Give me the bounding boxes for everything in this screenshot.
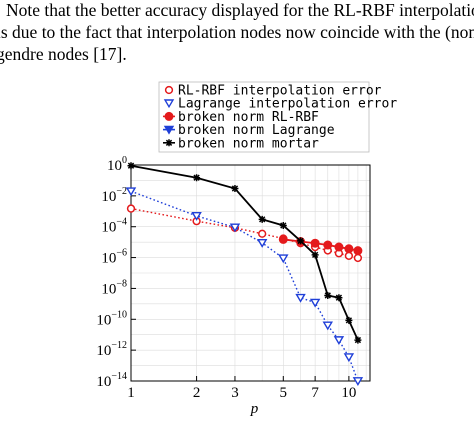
data-point (335, 294, 343, 302)
data-point (345, 316, 353, 324)
legend-symbol (164, 85, 174, 95)
series-2 (278, 234, 363, 256)
data-point (163, 99, 175, 109)
plot-frame (130, 164, 371, 382)
data-point (164, 85, 174, 95)
y-tick-label: 10−12 (96, 340, 127, 359)
data-point (322, 321, 333, 331)
data-point (344, 244, 354, 254)
legend-entry: RL-RBF interpolation error (178, 84, 382, 99)
data-point (278, 234, 288, 244)
data-point (163, 125, 175, 135)
y-tick-label: 10−8 (101, 278, 127, 297)
y-axis: 100 10−2 10−4 10−6 10−8 10−10 10−12 10−14 (96, 155, 136, 390)
series-line (130, 190, 359, 382)
series-1 (125, 187, 364, 386)
data-point (191, 212, 202, 221)
data-point (165, 139, 173, 147)
y-tick-label: 10−4 (101, 217, 127, 236)
legend-entry: broken norm RL-RBF (178, 110, 319, 125)
data-point (126, 204, 136, 213)
legend-symbol (163, 111, 175, 121)
data-point (295, 293, 306, 303)
x-axis: 1 2 3 5 7 10 p (127, 376, 356, 417)
x-tick-label: 5 (280, 385, 288, 401)
data-point (164, 111, 174, 121)
paragraph-line-3: gendre nodes [17]. (0, 44, 127, 64)
data-point (344, 251, 354, 260)
data-point (323, 240, 333, 250)
y-tick-label: 10−14 (96, 371, 127, 390)
y-tick-label: 100 (107, 155, 127, 174)
data-point (324, 291, 332, 299)
data-point (278, 254, 289, 264)
data-point (229, 223, 241, 233)
x-tick-label: 2 (193, 385, 201, 401)
legend-symbol (163, 125, 175, 135)
x-axis-label: p (250, 401, 259, 417)
data-point (310, 238, 320, 248)
y-tick-label: 10−2 (101, 186, 127, 205)
grid (130, 164, 370, 382)
series-line (130, 164, 359, 341)
x-tick-label: 7 (311, 385, 319, 401)
series-4 (127, 162, 362, 344)
data-point (193, 174, 201, 182)
legend-entry: Lagrange interpolation error (178, 97, 397, 112)
paragraph-line-2: is due to the fact that interpolation no… (0, 22, 474, 42)
x-tick-label: 3 (231, 385, 239, 401)
data-point (334, 242, 344, 252)
y-tick-label: 10−6 (101, 248, 127, 267)
data-point (309, 298, 321, 308)
data-point (333, 336, 345, 346)
paragraph-line-1: Note that the better accuracy displayed … (6, 0, 474, 20)
x-tick-label: 1 (127, 385, 135, 401)
data-point (311, 251, 319, 259)
y-tick-label: 10−10 (96, 309, 127, 328)
data-point (353, 246, 363, 256)
data-point (279, 221, 287, 229)
data-point (127, 162, 135, 170)
data-point (125, 187, 137, 197)
legend-entry: broken norm mortar (178, 136, 319, 151)
legend-symbol (163, 99, 175, 109)
data-point (258, 215, 266, 223)
x-tick-label: 10 (341, 385, 356, 401)
legend-symbol (163, 139, 175, 147)
data-point (258, 229, 267, 238)
data-point (297, 237, 305, 245)
data-point (354, 336, 362, 344)
data-point (256, 238, 268, 248)
data-point (352, 377, 364, 386)
data-point (343, 353, 355, 363)
data-point (353, 253, 363, 263)
legend-entry: broken norm Lagrange (178, 123, 335, 138)
legend-box (158, 81, 370, 153)
data-point (231, 184, 239, 192)
